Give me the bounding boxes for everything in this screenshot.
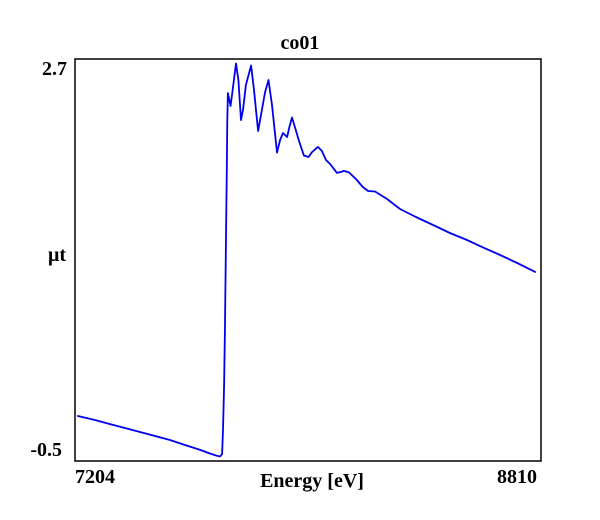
x-axis-label: Energy [eV] [260, 470, 364, 492]
y-axis-label: μt [48, 244, 66, 266]
y-min-tick-label: -0.5 [30, 439, 62, 461]
chart-title: co01 [281, 32, 320, 54]
plot-frame [74, 58, 542, 462]
y-max-tick-label: 2.7 [42, 58, 67, 80]
x-max-tick-label: 8810 [497, 466, 537, 488]
x-min-tick-label: 7204 [75, 466, 115, 488]
spectrum-line [77, 62, 537, 458]
